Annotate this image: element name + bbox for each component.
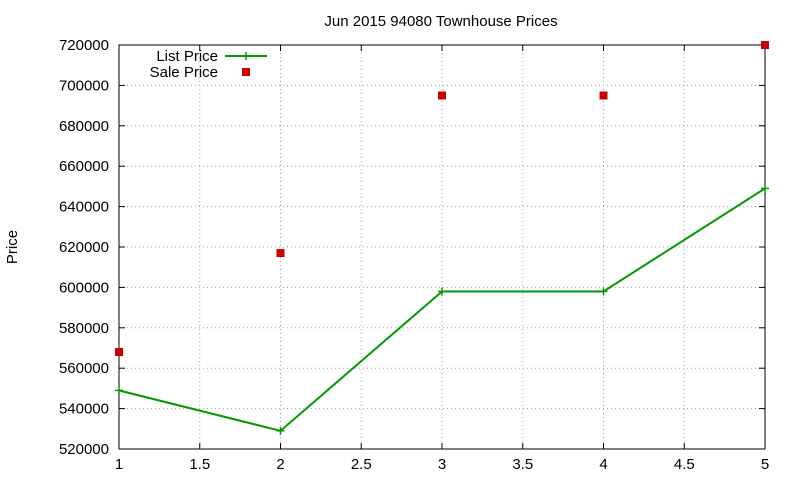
x-tick-label: 3: [438, 456, 446, 473]
plus-marker: [242, 52, 250, 60]
plus-marker: [761, 184, 769, 193]
y-tick-label: 540000: [59, 401, 109, 418]
legend-label: Sale Price: [150, 64, 218, 81]
y-tick-label: 700000: [59, 77, 109, 94]
x-tick-label: 2: [276, 456, 284, 473]
tick-labels: 1 1.5 2 2.5 3 3.5 4 4.5 5 520000 540000 560000 58000…: [59, 37, 769, 473]
y-tick-label: 680000: [59, 118, 109, 135]
y-tick-label: 620000: [59, 239, 109, 256]
x-tick-label: 1: [115, 456, 123, 473]
x-tick-label: 4.5: [674, 456, 695, 473]
series-sale-price: [115, 41, 769, 357]
series-list-price: [115, 184, 769, 435]
square-marker: [599, 91, 608, 100]
legend-label: List Price: [156, 48, 218, 65]
y-tick-label: 560000: [59, 360, 109, 377]
legend-item: List Price: [156, 48, 267, 65]
y-tick-label: 660000: [59, 158, 109, 175]
x-tick-label: 5: [761, 456, 769, 473]
y-axis-label: Price: [4, 230, 21, 264]
chart-title: Jun 2015 94080 Townhouse Prices: [324, 13, 557, 30]
y-tick-label: 720000: [59, 37, 109, 54]
plus-marker: [115, 386, 123, 395]
square-marker: [276, 249, 285, 258]
square-marker: [438, 91, 446, 100]
x-tick-label: 4: [599, 456, 607, 473]
square-marker: [115, 348, 123, 357]
x-tick-label: 3.5: [512, 456, 533, 473]
axes: [118, 44, 766, 450]
plus-marker: [599, 287, 608, 296]
grid-lines: [119, 45, 765, 449]
x-tick-label: 1.5: [189, 456, 210, 473]
x-tick-label: 2.5: [351, 456, 372, 473]
plus-marker: [438, 287, 446, 296]
plus-marker: [276, 426, 285, 435]
square-marker: [242, 68, 250, 76]
legend-item: Sale Price: [150, 64, 250, 81]
square-marker: [761, 41, 769, 49]
data-series: [115, 41, 769, 435]
y-tick-label: 640000: [59, 199, 109, 216]
y-tick-label: 580000: [59, 320, 109, 337]
y-tick-label: 600000: [59, 279, 109, 296]
y-tick-label: 520000: [59, 441, 109, 458]
